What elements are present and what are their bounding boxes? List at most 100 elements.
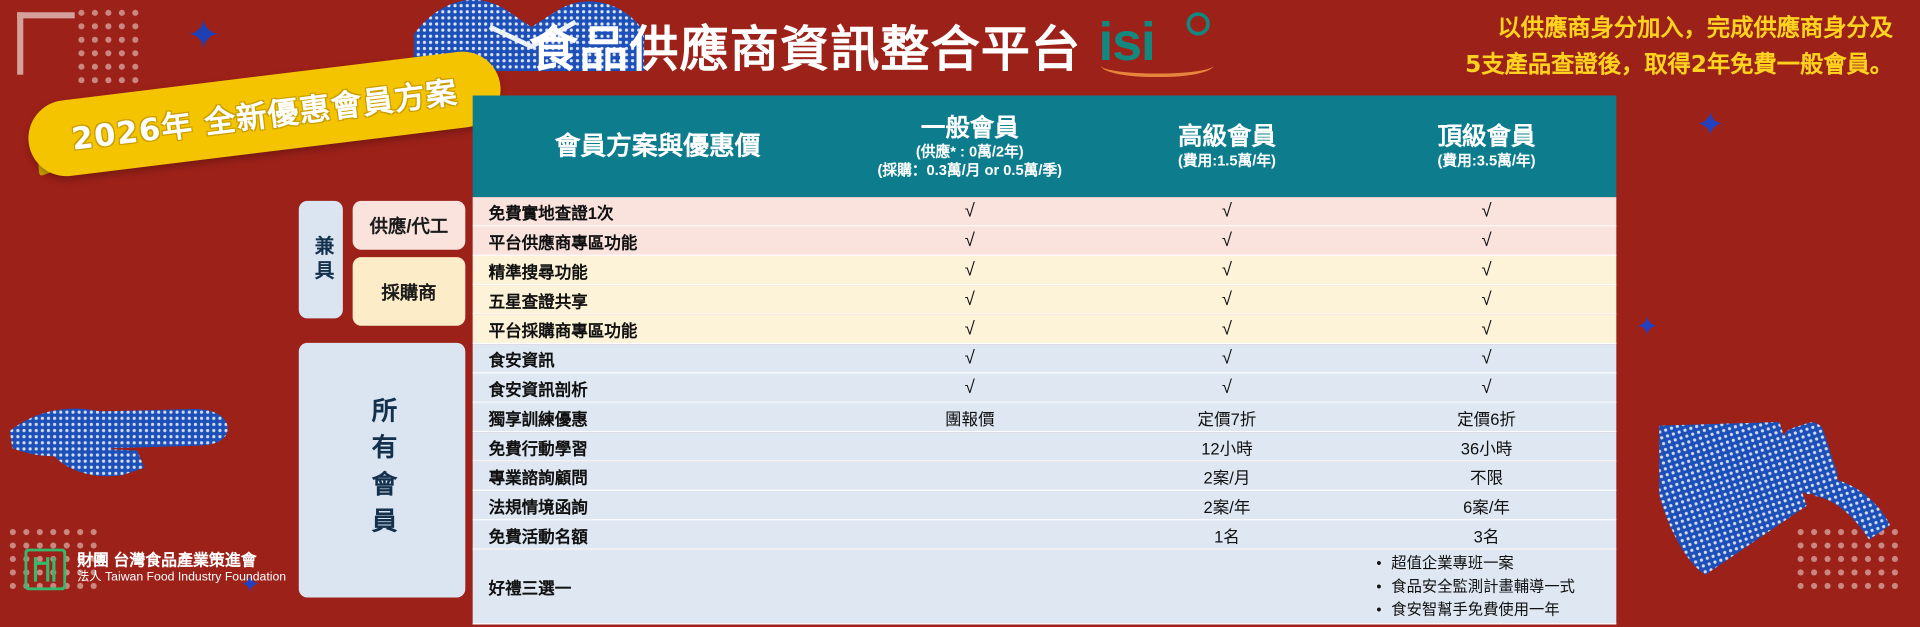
corner-bracket-decoration bbox=[17, 12, 75, 75]
dot bbox=[132, 23, 139, 30]
dot bbox=[118, 77, 125, 84]
dot bbox=[118, 9, 125, 16]
cell-top-gift-list: • 超值企業專班一案 • 食品安全監測計畫輔導一式 • 食安智幫手免費使用一年 bbox=[1357, 552, 1617, 622]
side-label-all-members-text: 所有會員 bbox=[368, 396, 397, 544]
foundation-logo: 財團 台灣食品產業策進會 法人 Taiwan Food Industry Fou… bbox=[24, 548, 286, 591]
gift-list-item-text: 超值企業專班一案 bbox=[1391, 554, 1514, 572]
table-row: 法規情境函詢 2案/年 6案/年 bbox=[472, 491, 1617, 521]
gift-list-item-text: 食品安全監測計畫輔導一式 bbox=[1391, 577, 1575, 595]
dot bbox=[77, 542, 84, 549]
dot bbox=[1837, 569, 1845, 576]
side-label-supplier: 供應/代工 bbox=[352, 200, 466, 250]
dot bbox=[1824, 569, 1831, 576]
dot bbox=[23, 528, 30, 536]
table-row: 免費活動名額 1名 3名 bbox=[472, 520, 1617, 550]
dot bbox=[63, 555, 70, 563]
table-header-row: 會員方案與優惠價 一般會員 (供應* : 0萬/2年) (採購：0.3萬/月 or 0… bbox=[472, 95, 1617, 198]
dot bbox=[1797, 569, 1804, 576]
dot bbox=[1891, 528, 1898, 536]
side-label-all-members: 所有會員 bbox=[298, 342, 466, 598]
dot bbox=[1797, 582, 1804, 589]
cell-general: √ bbox=[964, 318, 975, 340]
dot bbox=[1891, 555, 1898, 563]
table-header-title: 一般會員 bbox=[920, 114, 1019, 142]
dot bbox=[50, 582, 57, 589]
dot bbox=[105, 36, 112, 43]
dot bbox=[78, 23, 85, 30]
dot bbox=[118, 63, 125, 70]
dot bbox=[36, 528, 43, 536]
dot bbox=[9, 542, 16, 549]
dot bbox=[1797, 528, 1804, 536]
dot bbox=[90, 528, 97, 536]
table-row: 專業諮詢顧問 2案/月 不限 bbox=[472, 461, 1617, 492]
cell-general: √ bbox=[964, 200, 975, 222]
row-label: 平台採購商專區功能 bbox=[488, 321, 638, 340]
dot bbox=[1824, 555, 1831, 563]
dot bbox=[1837, 555, 1845, 563]
row-label: 專業諮詢顧問 bbox=[488, 468, 588, 487]
table-header-sub-1: (費用:1.5萬/年) bbox=[1177, 151, 1276, 169]
dot bbox=[9, 528, 16, 536]
row-label: 免費行動學習 bbox=[488, 438, 588, 458]
sparkle-icon: ✦ bbox=[1635, 311, 1659, 342]
cell-advanced: 12小時 bbox=[1201, 438, 1253, 458]
dot bbox=[118, 50, 125, 57]
dot bbox=[78, 77, 85, 84]
table-header-sub-1: (供應* : 0萬/2年) bbox=[915, 142, 1024, 160]
cell-advanced: √ bbox=[1221, 377, 1232, 398]
foundation-line-1: 財團 台灣食品產業策進會 bbox=[77, 551, 257, 570]
table-header-title: 會員方案與優惠價 bbox=[554, 131, 761, 160]
dot bbox=[1837, 582, 1845, 589]
dot bbox=[1837, 528, 1845, 536]
dot bbox=[1864, 542, 1872, 549]
dot bbox=[77, 528, 84, 536]
table-row: 獨享訓練優惠 團報價 定價7折 定價6折 bbox=[472, 402, 1617, 433]
cell-top: 6案/年 bbox=[1463, 497, 1510, 517]
dot bbox=[1837, 542, 1845, 549]
table-row: 精準搜尋功能 √ √ √ bbox=[472, 255, 1617, 286]
dot bbox=[105, 77, 112, 84]
promo-text: 以供應商身分加入，完成供應商身分及 5支產品查證後，取得2年免費一般會員。 bbox=[1465, 10, 1893, 83]
cell-top: 36小時 bbox=[1460, 438, 1513, 458]
dot bbox=[9, 582, 16, 589]
dot bbox=[1878, 542, 1885, 549]
cell-general: √ bbox=[964, 377, 975, 398]
dot bbox=[50, 542, 57, 549]
dot bbox=[36, 569, 43, 576]
table-header-cell-0: 會員方案與優惠價 bbox=[473, 96, 843, 198]
dot bbox=[36, 542, 43, 549]
row-label: 食安資訊 bbox=[488, 350, 555, 370]
dot bbox=[77, 582, 84, 589]
dot bbox=[118, 23, 125, 30]
dot bbox=[1851, 569, 1858, 576]
gift-list-item: • 食品安全監測計畫輔導一式 bbox=[1376, 575, 1575, 598]
cell-advanced: 1名 bbox=[1214, 527, 1240, 546]
dot bbox=[91, 23, 98, 30]
dot bbox=[90, 582, 97, 589]
dot bbox=[77, 555, 84, 563]
dot bbox=[91, 36, 98, 43]
bullet-icon: • bbox=[1376, 577, 1382, 595]
dot bbox=[91, 63, 98, 70]
promo-line-1: 以供應商身分加入，完成供應商身分及 bbox=[1497, 14, 1894, 42]
cell-top: √ bbox=[1481, 318, 1492, 340]
dot bbox=[90, 555, 97, 563]
dot bbox=[105, 63, 112, 70]
cell-general: √ bbox=[964, 347, 975, 369]
dot bbox=[1811, 582, 1818, 589]
row-label: 法規情境函詢 bbox=[488, 497, 588, 517]
dot bbox=[1797, 542, 1804, 549]
side-label-both: 兼具 bbox=[298, 200, 343, 319]
cell-top: 3名 bbox=[1473, 527, 1500, 546]
dot bbox=[77, 569, 84, 576]
dot bbox=[1824, 528, 1831, 536]
sparkle-icon: ✦ bbox=[186, 12, 222, 59]
table-row: 食安資訊剖析 √ √ √ bbox=[472, 373, 1617, 403]
bullet-icon: • bbox=[1376, 554, 1382, 572]
dot bbox=[63, 528, 70, 536]
row-label: 免費活動名額 bbox=[488, 527, 588, 546]
dot bbox=[1851, 528, 1858, 536]
